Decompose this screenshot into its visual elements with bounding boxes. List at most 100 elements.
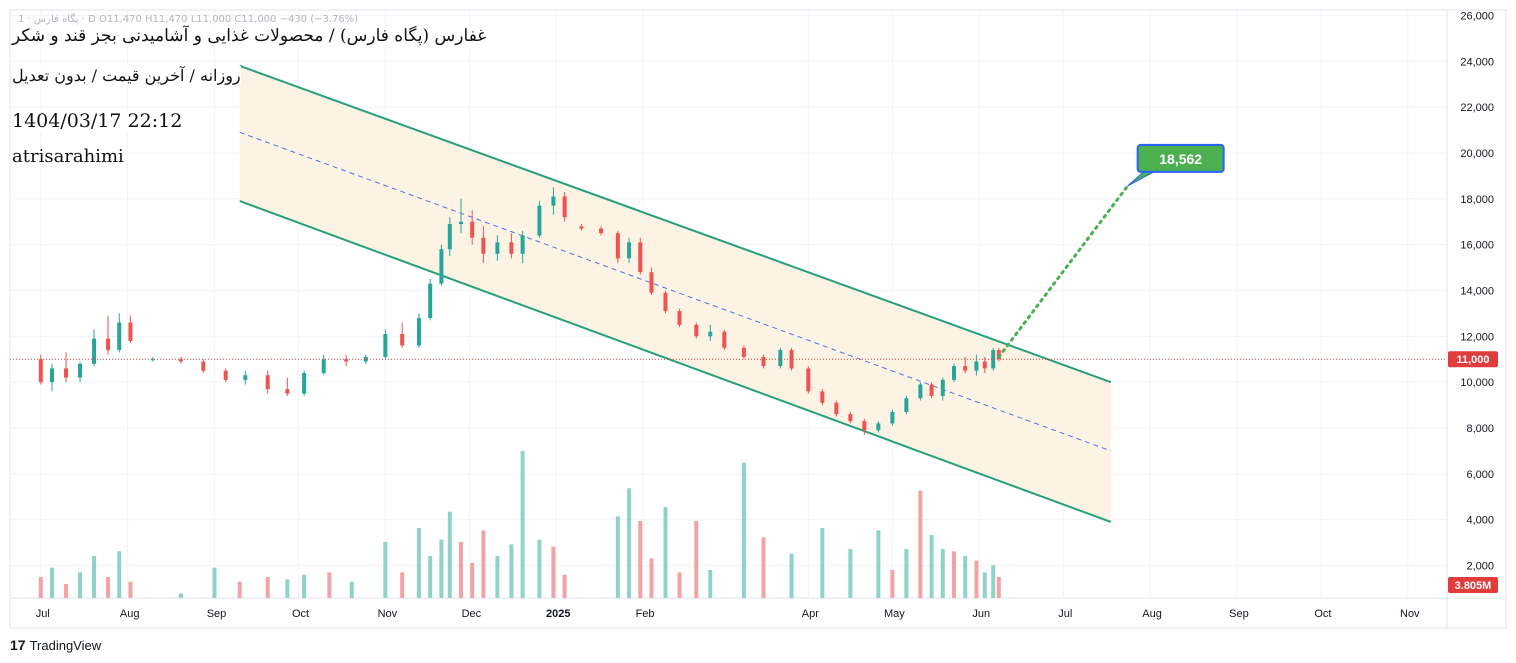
volume-bar — [128, 581, 133, 598]
candle-body — [677, 311, 682, 325]
volume-histogram — [38, 451, 1001, 598]
x-tick-label: Sep — [1229, 608, 1249, 620]
candle-body — [951, 366, 956, 380]
volume-bar — [677, 572, 682, 598]
candle-body — [150, 359, 155, 361]
volume-bar — [951, 551, 956, 598]
y-tick-label: 4,000 — [1466, 515, 1494, 527]
candle-body — [722, 331, 727, 348]
candle-body — [963, 366, 968, 371]
volume-bar — [963, 556, 968, 598]
volume-bar — [509, 544, 514, 598]
y-tick-label: 2,000 — [1466, 561, 1494, 573]
x-tick-label: Jul — [1058, 608, 1072, 620]
volume-bar — [481, 530, 486, 598]
chart-frame — [9, 9, 1507, 629]
volume-bar — [918, 490, 923, 598]
target-label: 18,562 — [1159, 151, 1202, 167]
y-tick-label: 22,000 — [1460, 102, 1494, 114]
x-tick-label: Sep — [207, 608, 227, 620]
candle-body — [400, 334, 405, 346]
candle-body — [876, 423, 881, 431]
volume-bar — [349, 581, 354, 598]
volume-bar — [929, 535, 934, 598]
volume-bar — [663, 507, 668, 598]
y-tick-label: 8,000 — [1466, 423, 1494, 435]
candle-body — [363, 356, 368, 362]
x-tick-label: Jul — [36, 608, 50, 620]
candle-body — [106, 338, 111, 351]
tradingview-logo-icon: 17 — [10, 637, 26, 653]
candle-body — [761, 356, 766, 367]
volume-bar — [447, 511, 452, 598]
candle-body — [562, 196, 567, 218]
candle-body — [551, 196, 556, 206]
candle-body — [344, 359, 349, 362]
last-price-label: 11,000 — [1456, 354, 1489, 366]
volume-bar — [520, 451, 525, 598]
volume-bar — [178, 593, 183, 598]
symbol-title: غفارس (پگاه فارس) / محصولات غذایی و آشام… — [12, 26, 487, 46]
candle-body — [495, 242, 500, 254]
candle-body — [694, 324, 699, 337]
volume-bar — [428, 556, 433, 598]
volume-bar — [285, 579, 290, 598]
x-tick-label: Feb — [636, 608, 655, 620]
volume-bar — [708, 570, 713, 598]
chart-datetime: 1404/03/17 22:12 — [12, 110, 183, 132]
channel-lower-line — [239, 200, 1112, 523]
candle-body — [627, 242, 632, 259]
volume-bar — [50, 567, 55, 598]
x-tick-label: Aug — [120, 608, 140, 620]
x-tick-label: Oct — [292, 608, 309, 620]
volume-bar — [64, 584, 69, 598]
x-tick-label: Nov — [1400, 608, 1420, 620]
candle-body — [599, 228, 604, 234]
candle-body — [834, 402, 839, 415]
candle-body — [64, 368, 69, 378]
candle-body — [265, 375, 270, 390]
volume-bar — [940, 549, 945, 598]
candlestick-series — [38, 187, 1001, 435]
channel-mid-line — [239, 131, 1112, 452]
candle-body — [940, 379, 945, 396]
candle-body — [537, 205, 542, 236]
volume-bar — [383, 542, 388, 598]
volume-bar — [470, 563, 475, 598]
candle-body — [579, 226, 584, 229]
candle-body — [509, 242, 514, 254]
last-volume-label: 3.805M — [1455, 580, 1492, 592]
candle-body — [982, 361, 987, 369]
last-volume-badge — [1448, 577, 1498, 593]
candle-body — [974, 361, 979, 371]
y-tick-label: 24,000 — [1460, 56, 1494, 68]
volume-bar — [78, 572, 83, 598]
volume-bar — [638, 521, 643, 598]
candle-body — [991, 350, 996, 369]
volume-bar — [302, 574, 307, 598]
candle-body — [615, 233, 620, 259]
candle-body — [918, 384, 923, 399]
volume-bar — [890, 570, 895, 598]
volume-bar — [265, 577, 270, 598]
volume-bar — [876, 530, 881, 598]
tradingview-footer[interactable]: 17 TradingView — [10, 636, 101, 654]
candle-body — [243, 375, 248, 380]
volume-bar — [117, 551, 122, 598]
volume-bar — [741, 462, 746, 598]
volume-bar — [991, 565, 996, 598]
candle-body — [428, 283, 433, 318]
candle-body — [741, 347, 746, 357]
candle-body — [649, 272, 654, 293]
x-tick-label: Nov — [378, 608, 398, 620]
last-price-badge — [1448, 351, 1498, 368]
volume-bar — [458, 542, 463, 598]
y-tick-label: 14,000 — [1460, 285, 1494, 297]
author-name: atrisarahimi — [12, 146, 124, 167]
y-tick-label: 6,000 — [1466, 469, 1494, 481]
candle-body — [458, 221, 463, 225]
volume-bar — [562, 574, 567, 598]
candle-body — [321, 359, 326, 373]
channel-upper-line — [239, 64, 1112, 384]
